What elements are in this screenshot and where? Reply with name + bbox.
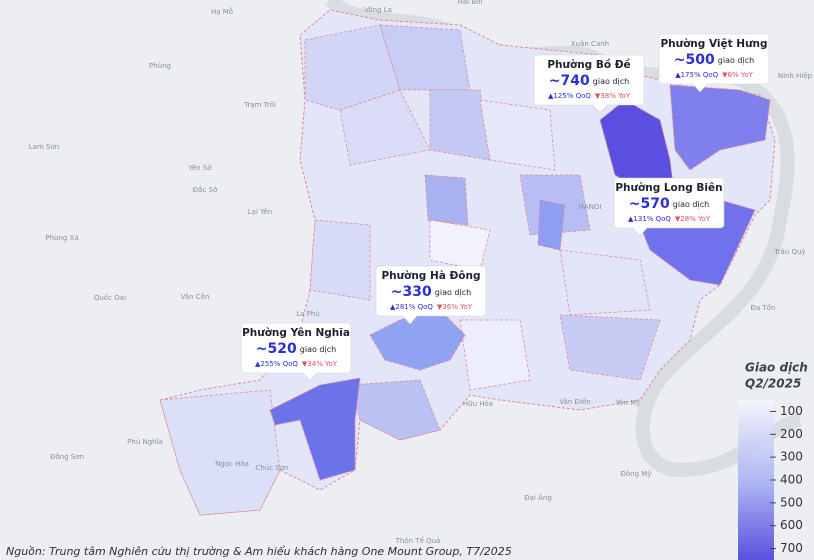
place-label: Ngọc Hòa bbox=[215, 460, 249, 468]
place-label: Xuân Canh bbox=[571, 40, 609, 48]
place-label: Vân Côn bbox=[181, 293, 210, 301]
yoy: ▼36% YoY bbox=[437, 303, 473, 311]
place-label: Đắc Sở bbox=[193, 185, 218, 194]
place-label: Ninh Hiệp bbox=[778, 72, 813, 80]
callout-change: ▲125% QoQ ▼38% YoY bbox=[548, 92, 631, 100]
qoq: ▲255% QoQ bbox=[255, 360, 298, 368]
qoq: ▲131% QoQ bbox=[628, 215, 671, 223]
place-label: Đại Áng bbox=[524, 493, 552, 502]
legend-tick-label: 100 bbox=[780, 404, 803, 418]
yoy: ▼6% YoY bbox=[722, 71, 753, 79]
value-label: ~520 bbox=[256, 341, 297, 357]
callout-value: ~740 giao dịch bbox=[549, 73, 629, 89]
place-label: Võng La bbox=[364, 6, 392, 14]
place-label: HANOI bbox=[579, 203, 602, 211]
place-label: Lam Sơn bbox=[29, 143, 59, 151]
legend-tick-label: 400 bbox=[780, 473, 803, 487]
callout-value: ~500 giao dịch bbox=[674, 52, 754, 68]
legend-scale bbox=[738, 400, 774, 560]
place-label: Quốc Oai bbox=[94, 294, 126, 302]
callout-change: ▲131% QoQ ▼28% YoY bbox=[628, 215, 711, 223]
value-unit: giao dịch bbox=[718, 56, 754, 66]
place-label: Đông Mỹ bbox=[621, 470, 652, 478]
legend-tick-label: 500 bbox=[780, 495, 803, 509]
place-label: Hạ Mỗ bbox=[211, 7, 233, 16]
place-label: Thôn Tế Quả bbox=[395, 537, 441, 545]
value-unit: giao dịch bbox=[593, 77, 629, 87]
callout: Phường Yên Nghĩa~520 giao dịch▲255% QoQ ▼3… bbox=[240, 322, 352, 382]
callout-change: ▲281% QoQ ▼36% YoY bbox=[390, 303, 473, 311]
legend-tick-label: 200 bbox=[780, 427, 803, 441]
callout: Phường Long Biên~570 giao dịch▲131% QoQ ▼2… bbox=[613, 177, 725, 237]
value-unit: giao dịch bbox=[435, 288, 471, 298]
callout-name: Phường Yên Nghĩa bbox=[242, 327, 350, 339]
callout: Phường Hà Đông~330 giao dịch▲281% QoQ ▼36%… bbox=[375, 265, 487, 325]
place-label: Phùng bbox=[149, 62, 171, 70]
place-label: Hữu Hòa bbox=[463, 400, 493, 408]
ward-highlight bbox=[269, 377, 361, 481]
place-label: Yên Mỹ bbox=[615, 399, 641, 407]
legend-title: Q2/2025 bbox=[745, 377, 801, 391]
place-label: Lại Yên bbox=[248, 208, 272, 216]
callout-box bbox=[658, 33, 770, 93]
callout-name: Phường Hà Đông bbox=[381, 270, 480, 282]
qoq: ▲281% QoQ bbox=[390, 303, 433, 311]
place-label: Hải Bối bbox=[458, 0, 483, 6]
place-label: La Phù bbox=[296, 310, 320, 318]
callout-value: ~570 giao dịch bbox=[629, 196, 709, 212]
qoq: ▲125% QoQ bbox=[548, 92, 591, 100]
yoy: ▼34% YoY bbox=[302, 360, 338, 368]
callout-change: ▲255% QoQ ▼34% YoY bbox=[255, 360, 338, 368]
yoy: ▼38% YoY bbox=[595, 92, 631, 100]
source: Nguồn: Trung tâm Nghiên cứu thị trường &… bbox=[6, 545, 512, 558]
place-label: Yên Sở bbox=[187, 164, 212, 172]
callout: Phường Việt Hưng~500 giao dịch▲175% QoQ ▼6… bbox=[658, 33, 770, 93]
value-label: ~330 bbox=[391, 284, 432, 300]
callout: Phường Bồ Đề~740 giao dịch▲125% QoQ ▼38% Y… bbox=[533, 54, 645, 114]
callout-value: ~330 giao dịch bbox=[391, 284, 471, 300]
legend-title: Giao dịch bbox=[745, 361, 808, 375]
callout-box bbox=[533, 54, 645, 114]
qoq: ▲175% QoQ bbox=[675, 71, 718, 79]
ward-highlight bbox=[599, 99, 676, 201]
value-label: ~570 bbox=[629, 196, 670, 212]
place-label: Chúc Sơn bbox=[256, 464, 289, 472]
legend-tick-label: 300 bbox=[780, 450, 803, 464]
place-label: Đông Sơn bbox=[50, 453, 84, 461]
place-label: Trâu Quỳ bbox=[773, 248, 805, 256]
callout-value: ~520 giao dịch bbox=[256, 341, 336, 357]
yoy: ▼28% YoY bbox=[675, 215, 711, 223]
value-label: ~500 bbox=[674, 52, 715, 68]
ward-highlight bbox=[669, 84, 771, 171]
place-label: Vân Điển bbox=[559, 397, 590, 406]
callout-name: Phường Việt Hưng bbox=[660, 38, 767, 50]
callout-box bbox=[240, 322, 352, 382]
value-unit: giao dịch bbox=[673, 200, 709, 210]
value-label: ~740 bbox=[549, 73, 590, 89]
legend-tick-label: 700 bbox=[780, 541, 803, 555]
legend-tick-label: 600 bbox=[780, 518, 803, 532]
place-label: Trạm Trôi bbox=[243, 101, 276, 109]
callout-name: Phường Bồ Đề bbox=[547, 58, 630, 71]
place-label: Phú Nghĩa bbox=[127, 438, 163, 446]
callout-change: ▲175% QoQ ▼6% YoY bbox=[675, 71, 753, 79]
value-unit: giao dịch bbox=[300, 345, 336, 355]
callout-box bbox=[613, 177, 725, 237]
callout-box bbox=[375, 265, 487, 325]
place-label: Đa Tốn bbox=[751, 304, 776, 312]
place-label: Phùng Xá bbox=[45, 234, 78, 242]
callout-name: Phường Long Biên bbox=[615, 182, 722, 194]
